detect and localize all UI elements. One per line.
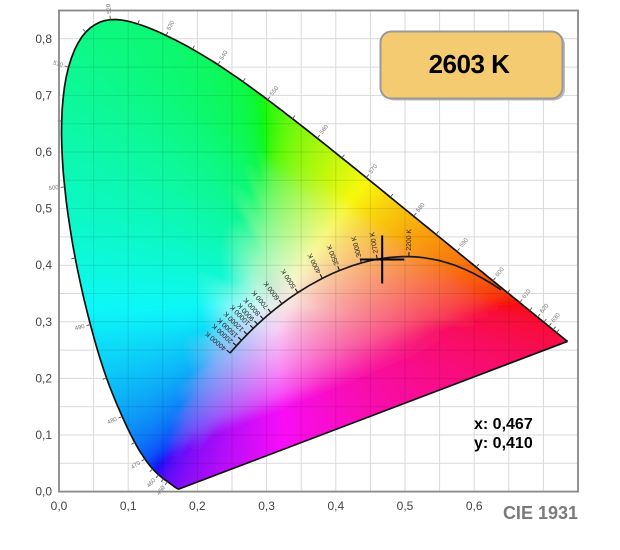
svg-text:2603 K: 2603 K xyxy=(429,49,511,79)
svg-text:580: 580 xyxy=(416,202,427,214)
svg-text:0,0: 0,0 xyxy=(51,499,68,513)
svg-text:CIE 1931: CIE 1931 xyxy=(503,503,578,523)
svg-text:490: 490 xyxy=(74,324,86,333)
svg-text:0,3: 0,3 xyxy=(258,499,275,513)
svg-text:0,2: 0,2 xyxy=(189,499,206,513)
svg-text:0,6: 0,6 xyxy=(466,499,483,513)
svg-text:0,5: 0,5 xyxy=(35,202,52,216)
svg-text:560: 560 xyxy=(319,124,330,136)
svg-text:450: 450 xyxy=(156,485,167,497)
svg-text:520: 520 xyxy=(106,3,113,14)
svg-text:0,4: 0,4 xyxy=(35,258,52,272)
svg-text:610: 610 xyxy=(522,288,533,300)
svg-text:0,1: 0,1 xyxy=(35,428,52,442)
svg-text:x: 0,467: x: 0,467 xyxy=(474,416,533,433)
svg-text:530: 530 xyxy=(166,19,176,31)
svg-text:2200 K: 2200 K xyxy=(406,229,413,251)
svg-text:2700 K: 2700 K xyxy=(369,231,380,254)
svg-text:0,1: 0,1 xyxy=(120,499,137,513)
svg-text:y: 0,410: y: 0,410 xyxy=(474,435,533,452)
svg-text:460: 460 xyxy=(146,477,158,489)
svg-text:0,2: 0,2 xyxy=(35,371,52,385)
svg-text:540: 540 xyxy=(219,49,230,61)
svg-text:0,6: 0,6 xyxy=(35,145,52,159)
svg-text:0,4: 0,4 xyxy=(327,499,344,513)
svg-text:630: 630 xyxy=(551,312,562,324)
svg-text:0,0: 0,0 xyxy=(35,485,52,499)
svg-text:500: 500 xyxy=(48,185,59,192)
svg-text:470: 470 xyxy=(130,460,142,471)
svg-text:0,8: 0,8 xyxy=(35,32,52,46)
svg-text:620: 620 xyxy=(539,303,550,315)
svg-text:550: 550 xyxy=(269,85,280,97)
svg-text:0,3: 0,3 xyxy=(35,315,52,329)
svg-text:480: 480 xyxy=(107,416,119,426)
svg-text:600: 600 xyxy=(495,266,506,278)
svg-text:0,5: 0,5 xyxy=(397,499,414,513)
svg-text:590: 590 xyxy=(459,237,470,249)
svg-text:0,7: 0,7 xyxy=(35,88,52,102)
svg-text:570: 570 xyxy=(368,163,379,175)
